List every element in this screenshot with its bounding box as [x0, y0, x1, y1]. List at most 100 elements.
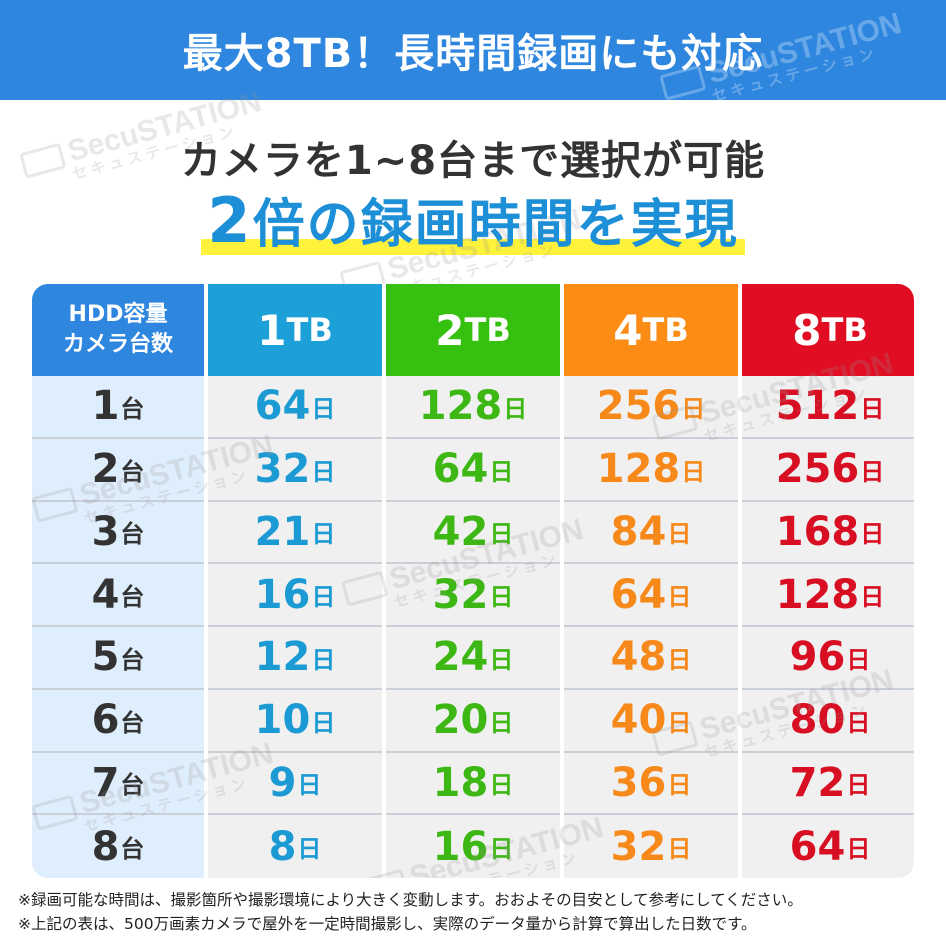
days-value: 64 — [610, 571, 667, 618]
camera-count: 6 — [91, 697, 120, 744]
table-cell-days: 512 日 — [742, 376, 914, 439]
days-value: 72 — [789, 759, 846, 806]
days-value: 512 — [775, 383, 860, 430]
days-unit: 日 — [311, 457, 336, 486]
days-unit: 日 — [860, 457, 885, 486]
camera-unit: 台 — [120, 835, 145, 864]
table-cell-days: 64 日 — [208, 376, 382, 439]
days-value: 42 — [432, 508, 489, 555]
days-unit: 日 — [311, 708, 336, 737]
days-unit: 日 — [860, 520, 885, 549]
days-value: 32 — [610, 823, 667, 870]
table-corner-header: HDD容量 カメラ台数 — [32, 284, 204, 376]
days-unit: 日 — [667, 708, 692, 737]
days-unit: 日 — [297, 771, 322, 800]
camera-count: 2 — [91, 446, 120, 493]
table-cell-days: 10 日 — [208, 689, 382, 753]
days-unit: 日 — [489, 457, 514, 486]
top-banner: 最大8TB！長時間録画にも対応 SecuSTATION セキュステーション — [0, 0, 946, 105]
days-value: 20 — [432, 697, 489, 744]
table-cell-days: 24 日 — [386, 627, 560, 690]
table-cell-days: 256 日 — [564, 376, 738, 439]
days-value: 9 — [268, 759, 297, 806]
days-value: 18 — [432, 759, 489, 806]
camera-count: 5 — [91, 634, 120, 681]
headline-text: 倍の録画時間を実現 — [252, 195, 739, 255]
camera-count: 7 — [91, 759, 120, 806]
camera-count: 4 — [91, 571, 120, 618]
days-value: 21 — [254, 508, 311, 555]
table-cell-days: 12 日 — [208, 627, 382, 690]
table-cell-days: 48 日 — [564, 627, 738, 690]
headline-multiplier: 2 — [207, 184, 253, 257]
days-unit: 日 — [311, 645, 336, 674]
camera-count: 3 — [91, 508, 120, 555]
days-unit: 日 — [860, 394, 885, 423]
table-cell-days: 40 日 — [564, 689, 738, 753]
days-unit: 日 — [489, 835, 514, 864]
table-cell-days: 32 日 — [386, 564, 560, 627]
days-unit: 日 — [667, 771, 692, 800]
camera-unit: 台 — [120, 645, 145, 674]
column-header-2tb: 2 TB — [386, 284, 560, 376]
camera-unit: 台 — [120, 583, 145, 612]
column-header-4tb: 4 TB — [564, 284, 738, 376]
table-cell-days: 18 日 — [386, 752, 560, 816]
corner-hdd-label: HDD容量 — [68, 302, 168, 328]
table-cell-days: 64 日 — [564, 564, 738, 627]
table-cell-days: 64 日 — [742, 815, 914, 878]
days-value: 128 — [596, 446, 681, 493]
table-cell-days: 72 日 — [742, 752, 914, 816]
days-value: 256 — [775, 446, 860, 493]
days-value: 8 — [268, 823, 297, 870]
days-unit: 日 — [667, 520, 692, 549]
days-value: 64 — [432, 446, 489, 493]
table-cell-days: 80 日 — [742, 689, 914, 753]
table-cell-days: 64 日 — [386, 438, 560, 502]
table-cell-days: 32 日 — [564, 815, 738, 878]
camera-unit: 台 — [120, 708, 145, 737]
days-value: 128 — [775, 571, 860, 618]
days-unit: 日 — [489, 771, 514, 800]
days-unit: 日 — [667, 835, 692, 864]
table-cell-days: 16 日 — [386, 815, 560, 878]
column-header-8tb: 8 TB — [742, 284, 914, 376]
days-unit: 日 — [846, 645, 871, 674]
headline-camera-count: カメラを1~8台まで選択が可能 — [180, 138, 766, 184]
camera-count: 8 — [91, 823, 120, 870]
days-unit: 日 — [846, 708, 871, 737]
days-unit: 日 — [846, 835, 871, 864]
table-cell-days: 20 日 — [386, 689, 560, 753]
days-value: 64 — [789, 823, 846, 870]
days-value: 24 — [432, 634, 489, 681]
table-cell-days: 36 日 — [564, 752, 738, 816]
days-value: 10 — [254, 697, 311, 744]
table-cell-days: 84 日 — [564, 501, 738, 565]
days-value: 64 — [254, 383, 311, 430]
table-cell-days: 128 日 — [386, 376, 560, 439]
days-unit: 日 — [681, 394, 706, 423]
days-value: 96 — [789, 634, 846, 681]
footnote-2: ※上記の表は、500万画素カメラで屋外を一定時間撮影し、実際のデータ量から計算で… — [18, 915, 757, 933]
days-value: 168 — [775, 508, 860, 555]
days-unit: 日 — [489, 645, 514, 674]
days-unit: 日 — [489, 708, 514, 737]
days-value: 36 — [610, 759, 667, 806]
camera-count: 1 — [91, 383, 120, 430]
table-cell-days: 32 日 — [208, 438, 382, 502]
recording-days-table: HDD容量 カメラ台数 1 TB 2 TB 4 TB 8 TB 1 台 64 日 128 日 256… — [32, 284, 914, 878]
days-unit: 日 — [846, 771, 871, 800]
footnote-1: ※録画可能な時間は、撮影箇所や撮影環境により大きく変動します。おおよその目安とし… — [18, 891, 803, 909]
camera-unit: 台 — [120, 394, 145, 423]
table-cell-days: 96 日 — [742, 627, 914, 690]
days-unit: 日 — [489, 520, 514, 549]
days-unit: 日 — [860, 583, 885, 612]
days-unit: 日 — [297, 835, 322, 864]
